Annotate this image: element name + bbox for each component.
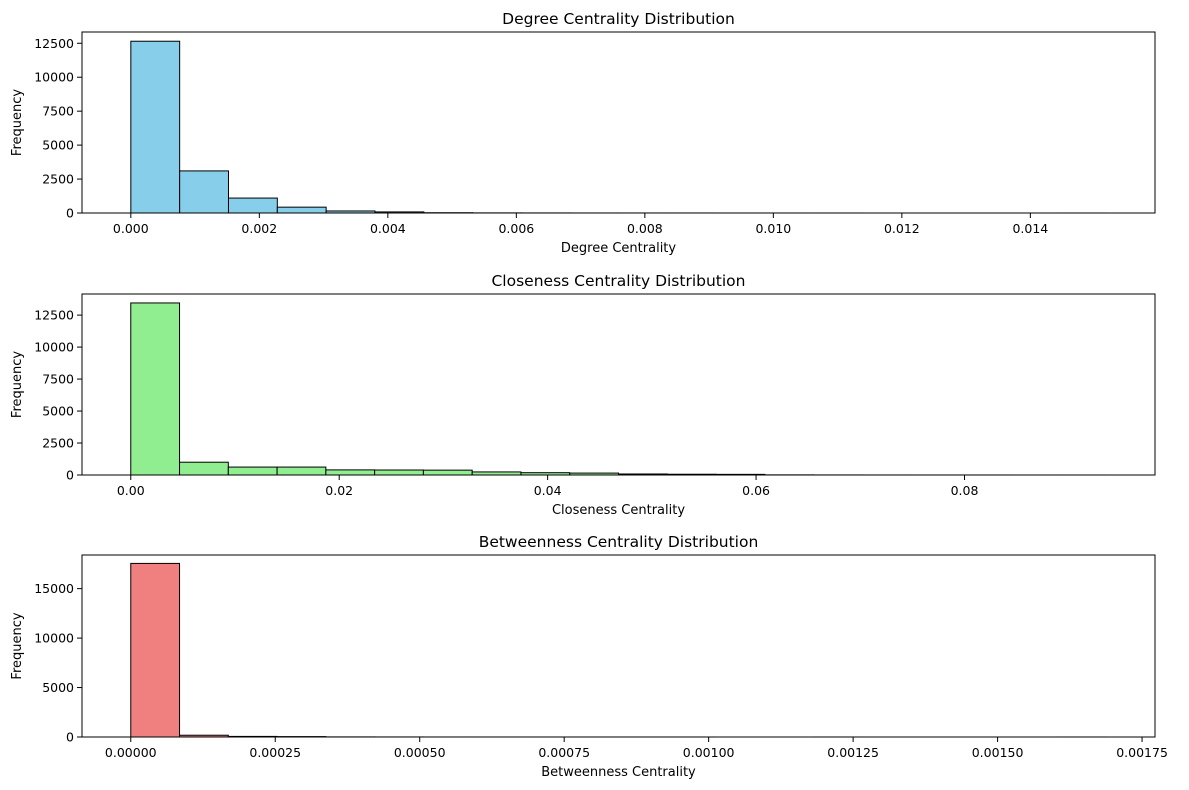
y-tick-label: 10000 — [34, 70, 74, 85]
y-tick-label: 10000 — [34, 631, 74, 646]
histogram-bars — [130, 40, 1108, 214]
x-tick-label: 0.014 — [1012, 221, 1048, 236]
x-axis-label: Betweenness Centrality — [541, 765, 696, 780]
histogram-bar — [227, 197, 278, 214]
histogram-bar — [227, 466, 278, 476]
x-tick-label: 0.012 — [884, 221, 920, 236]
x-tick-label: 0.00100 — [683, 745, 735, 760]
x-tick-label: 0.02 — [325, 483, 353, 498]
x-tick-label: 0.00075 — [538, 745, 590, 760]
x-tick-label: 0.04 — [534, 483, 562, 498]
histogram-bar — [276, 206, 327, 214]
chart-panel-betweenness: Betweenness Centrality Distribution Betw… — [10, 533, 1168, 780]
histogram-bar — [130, 562, 181, 738]
y-tick-label: 10000 — [34, 340, 74, 355]
chart-panel-degree: Degree Centrality Distribution Degree Ce… — [10, 10, 1156, 256]
y-tick-label: 12500 — [34, 308, 74, 323]
chart-title: Closeness Centrality Distribution — [491, 272, 745, 290]
y-tick-label: 12500 — [34, 36, 74, 51]
x-tick-label: 0.00 — [117, 483, 145, 498]
x-axis-label: Closeness Centrality — [552, 503, 685, 518]
y-tick-label: 2500 — [42, 436, 74, 451]
y-tick-label: 7500 — [42, 104, 74, 119]
x-tick-label: 0.00150 — [972, 745, 1024, 760]
plot-frame — [81, 31, 1156, 214]
histogram-bar — [179, 170, 229, 214]
y-axis-label: Frequency — [10, 351, 25, 418]
y-tick-label: 15000 — [34, 581, 74, 596]
y-tick-label: 0 — [66, 468, 74, 483]
x-axis-label: Degree Centrality — [561, 241, 676, 256]
y-tick-label: 2500 — [42, 172, 74, 187]
chart-panel-closeness: Closeness Centrality Distribution Closen… — [10, 272, 1156, 518]
y-axis-label: Frequency — [10, 612, 25, 679]
x-tick-label: 0.008 — [627, 221, 663, 236]
x-tick-label: 0.00125 — [827, 745, 879, 760]
histogram-bar — [422, 469, 473, 476]
y-axis-label: Frequency — [10, 89, 25, 156]
histogram-bars — [130, 302, 1107, 476]
x-tick-label: 0.010 — [755, 221, 791, 236]
y-tick-label: 0 — [66, 206, 74, 221]
y-tick-label: 5000 — [42, 680, 74, 695]
x-tick-label: 0.006 — [498, 221, 534, 236]
histogram-bar — [179, 461, 229, 476]
y-tick-label: 0 — [66, 730, 74, 745]
histogram-bar — [276, 466, 327, 476]
x-tick-label: 0.000 — [113, 221, 149, 236]
x-tick-label: 0.00025 — [249, 745, 301, 760]
y-tick-label: 5000 — [42, 138, 74, 153]
histogram-bar — [374, 469, 424, 476]
histogram-bar — [130, 40, 181, 214]
y-tick-label: 7500 — [42, 372, 74, 387]
plot-frame — [81, 293, 1156, 476]
x-tick-label: 0.002 — [241, 221, 277, 236]
histogram-bar — [130, 302, 181, 476]
x-tick-label: 0.08 — [951, 483, 979, 498]
y-tick-label: 5000 — [42, 404, 74, 419]
histogram-bar — [325, 469, 376, 476]
plot-frame — [81, 554, 1156, 738]
x-tick-label: 0.004 — [370, 221, 406, 236]
chart-title: Betweenness Centrality Distribution — [479, 533, 759, 551]
chart-title: Degree Centrality Distribution — [502, 10, 735, 28]
x-tick-label: 0.00000 — [105, 745, 157, 760]
x-tick-label: 0.00175 — [1116, 745, 1168, 760]
x-tick-label: 0.06 — [742, 483, 770, 498]
x-tick-label: 0.00050 — [394, 745, 446, 760]
histogram-bars — [130, 562, 1107, 738]
